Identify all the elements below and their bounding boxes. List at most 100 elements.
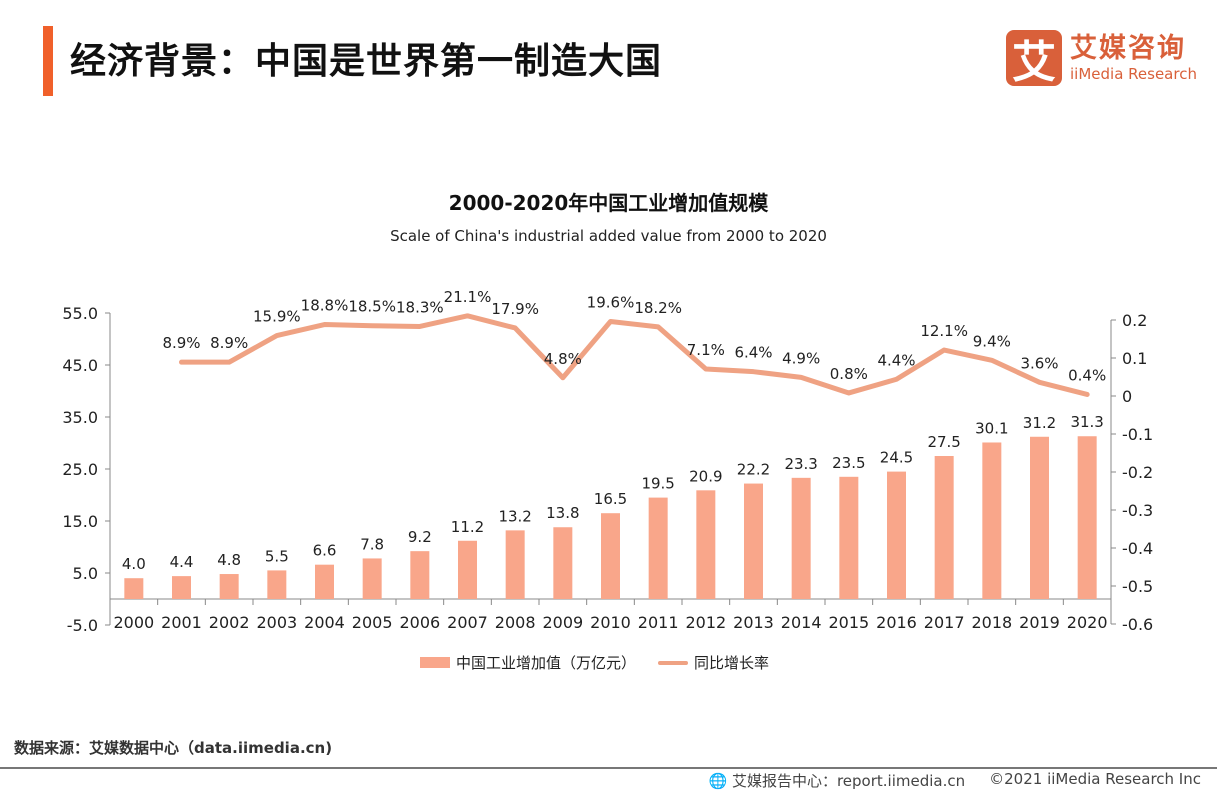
logo-cn: 艾媒咨询 [1070, 33, 1186, 64]
growth-label: 0.8% [830, 365, 868, 383]
footer-divider [0, 767, 1217, 769]
legend-line-swatch [658, 660, 689, 665]
growth-label: 17.9% [491, 300, 539, 318]
bar [505, 530, 525, 599]
x-tick-label: 2000 [113, 613, 154, 632]
growth-label: 4.9% [782, 349, 820, 367]
left-tick-label: 25.0 [62, 460, 98, 479]
bar-label: 19.5 [641, 475, 674, 493]
bar-label: 7.8 [360, 535, 384, 553]
legend-bar-swatch [420, 657, 450, 668]
x-tick-label: 2001 [161, 613, 202, 632]
x-tick-label: 2020 [1067, 613, 1108, 632]
right-tick-label: -0.4 [1122, 539, 1153, 558]
growth-label: 21.1% [444, 288, 492, 306]
bar-label: 23.3 [784, 455, 817, 473]
growth-label: 18.3% [396, 298, 444, 316]
left-tick-label: 55.0 [62, 304, 98, 323]
bar [410, 551, 430, 599]
logo-mark: 艾 [1006, 30, 1062, 88]
x-tick-label: 2014 [781, 613, 822, 632]
x-tick-label: 2015 [828, 613, 869, 632]
right-tick-label: -0.5 [1122, 577, 1153, 596]
x-tick-label: 2017 [924, 613, 965, 632]
growth-line [179, 313, 1090, 397]
growth-label: 15.9% [253, 308, 301, 326]
bar [887, 471, 906, 599]
bar [601, 513, 620, 599]
left-tick-label: 15.0 [62, 512, 98, 531]
x-tick-label: 2003 [256, 613, 297, 632]
growth-label: 0.4% [1068, 366, 1106, 384]
growth-label: 9.4% [973, 332, 1011, 350]
growth-label: 3.6% [1020, 354, 1058, 372]
x-tick-label: 2006 [399, 613, 440, 632]
bar-label: 16.5 [594, 490, 627, 508]
bar-label: 20.9 [689, 467, 722, 485]
data-source: 数据来源：艾媒数据中心（data.iimedia.cn) [14, 739, 333, 757]
logo-en: iiMedia Research [1070, 65, 1197, 83]
growth-label: 8.9% [162, 334, 200, 352]
left-tick-label: -5.0 [67, 616, 98, 635]
bar [124, 578, 144, 599]
growth-label: 18.8% [301, 297, 349, 315]
x-tick-label: 2019 [1019, 613, 1060, 632]
bar [744, 483, 763, 599]
x-tick-label: 2011 [638, 613, 679, 632]
x-tick-label: 2013 [733, 613, 774, 632]
chart-title: 2000-2020年中国工业增加值规模 [448, 191, 769, 215]
bar-label: 4.8 [217, 551, 241, 569]
growth-label: 8.9% [210, 334, 248, 352]
page-title: 经济背景：中国是世界第一制造大国 [70, 41, 663, 82]
x-tick-label: 2002 [209, 613, 250, 632]
bar-label: 27.5 [927, 433, 960, 451]
right-tick-label: -0.2 [1122, 463, 1153, 482]
right-tick-label: -0.1 [1122, 425, 1153, 444]
growth-label: 4.8% [544, 350, 582, 368]
bar [172, 576, 191, 599]
bar [315, 564, 334, 599]
bar-label: 31.2 [1023, 414, 1056, 432]
bar [1030, 436, 1049, 599]
x-tick-label: 2007 [447, 613, 488, 632]
left-tick-label: 5.0 [73, 564, 98, 583]
chart-subtitle: Scale of China's industrial added value … [390, 227, 827, 245]
right-tick-label: -0.6 [1122, 615, 1153, 634]
footer: 🌐 艾媒报告中心：report.iimedia.cn ©2021 iiMedia… [709, 770, 1202, 791]
bar [1077, 436, 1097, 599]
growth-label: 7.1% [687, 341, 725, 359]
growth-label: 19.6% [587, 294, 635, 312]
bar-label: 4.4 [170, 553, 194, 571]
x-tick-label: 2012 [685, 613, 726, 632]
bar [267, 570, 287, 599]
x-tick-label: 2016 [876, 613, 917, 632]
report-link[interactable]: 🌐 艾媒报告中心：report.iimedia.cn [709, 770, 966, 791]
right-tick-label: 0 [1122, 387, 1132, 406]
bar-label: 6.6 [313, 542, 337, 560]
copyright: ©2021 iiMedia Research Inc [989, 770, 1201, 788]
growth-label: 4.4% [877, 351, 915, 369]
growth-label: 12.1% [920, 322, 968, 340]
bar [982, 442, 1002, 599]
growth-label: 18.5% [348, 298, 396, 316]
bar [362, 558, 382, 599]
legend-bar-label: 中国工业增加值（万亿元） [456, 654, 637, 672]
left-tick-label: 45.0 [62, 356, 98, 375]
logo: 艾 艾媒咨询 iiMedia Research [1006, 30, 1197, 88]
left-tick-label: 35.0 [62, 408, 98, 427]
growth-label: 6.4% [734, 344, 772, 362]
bar [458, 540, 477, 599]
bar [696, 490, 716, 599]
bar [839, 476, 859, 599]
bar-label: 4.0 [122, 555, 146, 573]
globe-icon: 🌐 [708, 772, 728, 790]
x-tick-label: 2010 [590, 613, 631, 632]
report-text: 艾媒报告中心：report.iimedia.cn [731, 772, 966, 790]
x-tick-label: 2009 [542, 613, 583, 632]
bar-label: 30.1 [975, 419, 1008, 437]
title-accent-bar [43, 26, 53, 96]
bar-label: 5.5 [265, 547, 289, 565]
right-tick-label: 0.2 [1122, 311, 1147, 330]
bar [648, 497, 668, 599]
